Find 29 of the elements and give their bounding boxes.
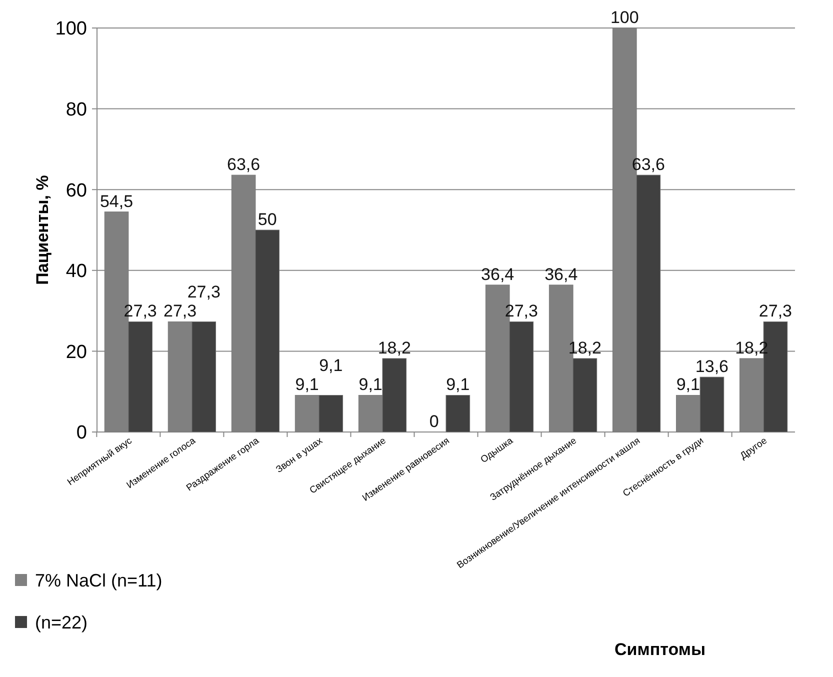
data-label: 100 bbox=[610, 8, 639, 27]
data-label: 13,6 bbox=[695, 357, 729, 376]
y-tick-label: 80 bbox=[66, 99, 87, 120]
y-tick-label: 0 bbox=[76, 422, 87, 444]
legend-label: 7% NaCl (n=11) bbox=[35, 570, 162, 590]
data-label: 63,6 bbox=[227, 155, 260, 174]
data-label: 36,4 bbox=[544, 264, 578, 284]
data-label: 27,3 bbox=[124, 302, 157, 321]
x-axis-title: Симптомы bbox=[614, 640, 706, 659]
y-axis-title: Пациенты, % bbox=[33, 175, 52, 285]
y-tick-label: 40 bbox=[66, 261, 87, 282]
y-tick-label: 20 bbox=[66, 342, 87, 363]
bar bbox=[446, 394, 470, 432]
data-label: 9,1 bbox=[676, 375, 700, 394]
y-tick-label: 100 bbox=[55, 18, 87, 40]
data-label: 36,4 bbox=[481, 264, 514, 284]
data-label: 9,1 bbox=[446, 375, 470, 394]
data-label: 0 bbox=[429, 412, 439, 431]
data-label: 9,1 bbox=[358, 375, 382, 394]
data-label: 50 bbox=[258, 210, 277, 229]
data-label: 9,1 bbox=[295, 375, 319, 394]
y-tick-label: 60 bbox=[66, 180, 87, 202]
data-label: 9,1 bbox=[319, 356, 343, 376]
legend-label: (n=22) bbox=[35, 612, 88, 632]
data-label: 27,3 bbox=[758, 302, 792, 321]
data-label: 54,5 bbox=[100, 192, 134, 211]
data-label: 27,3 bbox=[163, 302, 197, 321]
data-label: 27,3 bbox=[187, 282, 220, 302]
data-label: 18,2 bbox=[378, 338, 411, 358]
